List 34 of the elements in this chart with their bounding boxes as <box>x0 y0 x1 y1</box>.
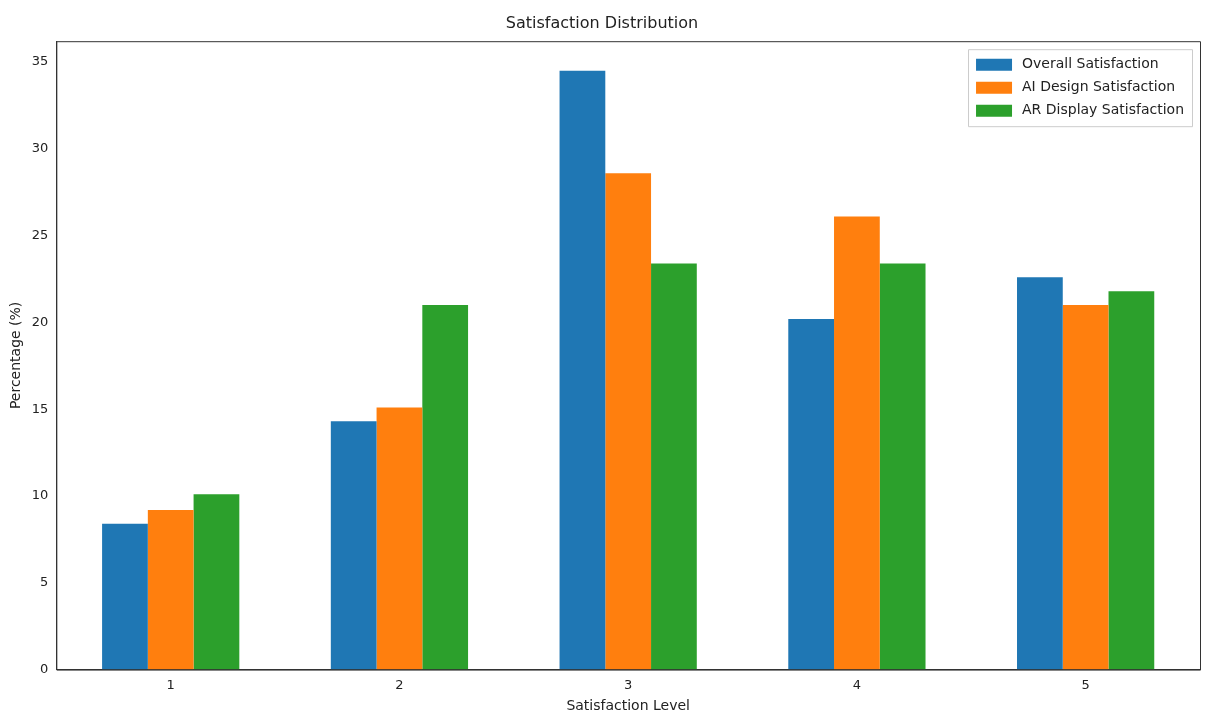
bar <box>788 318 835 670</box>
x-tick-label: 2 <box>395 676 404 692</box>
y-tick-label: 20 <box>31 313 49 329</box>
bar <box>1017 277 1063 670</box>
bar <box>605 173 652 670</box>
chart-title: Satisfaction Distribution <box>505 12 699 32</box>
x-tick-label: 3 <box>624 676 633 692</box>
bar <box>376 407 423 670</box>
bar <box>422 305 469 670</box>
bar <box>879 263 926 670</box>
bar <box>834 216 880 670</box>
y-axis-title: Percentage (%) <box>7 301 24 410</box>
y-tick-label: 0 <box>40 660 49 676</box>
bar <box>559 70 606 670</box>
x-tick-label: 1 <box>166 676 175 692</box>
y-tick-label: 35 <box>31 53 49 69</box>
bar <box>330 421 377 670</box>
y-tick-label: 15 <box>31 400 49 416</box>
legend-label: Overall Satisfaction <box>1022 55 1159 72</box>
y-tick-label: 10 <box>31 487 49 503</box>
x-axis-title: Satisfaction Level <box>566 697 690 714</box>
legend-label: AI Design Satisfaction <box>1022 78 1176 95</box>
bar <box>193 494 240 670</box>
y-tick-label: 25 <box>31 227 49 242</box>
y-tick-label: 30 <box>31 140 49 156</box>
x-tick-label: 5 <box>1081 676 1090 692</box>
legend-label: AR Display Satisfaction <box>1022 101 1185 118</box>
bar <box>102 523 148 670</box>
bar <box>1062 305 1109 670</box>
bar <box>651 263 697 670</box>
y-tick-label: 5 <box>40 574 49 590</box>
bar <box>147 509 194 670</box>
x-tick-label: 4 <box>852 676 862 692</box>
bar <box>1108 291 1155 670</box>
